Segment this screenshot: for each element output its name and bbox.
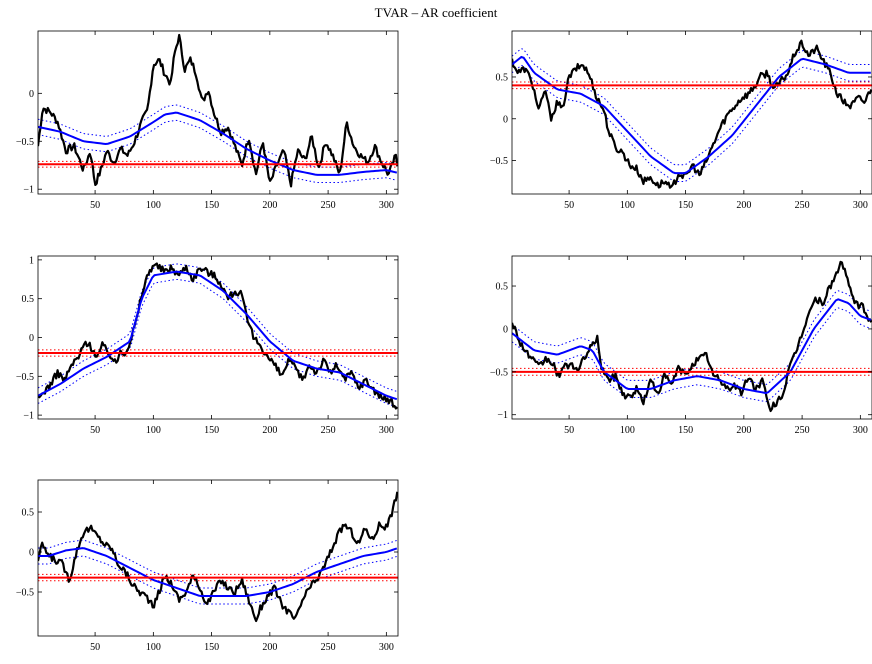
estimate-line <box>512 55 871 175</box>
estimate-line <box>512 298 872 395</box>
x-tick-label: 200 <box>736 425 751 436</box>
axes-box <box>37 479 399 637</box>
y-tick-label: −0.5 <box>16 137 34 148</box>
x-tick-label: 150 <box>678 425 693 436</box>
plot-area <box>38 33 398 188</box>
x-tick-label: 200 <box>262 642 277 653</box>
y-tick-label: 0.5 <box>22 508 35 519</box>
x-tick-label: 150 <box>204 642 219 653</box>
estimate-lower-band <box>38 119 397 183</box>
true-coefficient-line <box>38 262 398 410</box>
x-tick-label: 100 <box>620 200 635 211</box>
estimate-lower-band <box>512 64 871 182</box>
plot-area <box>38 491 398 623</box>
y-tick-label: 1 <box>29 255 34 266</box>
plot-area <box>512 260 872 413</box>
x-tick-label: 150 <box>678 200 693 211</box>
y-tick-label: −0.5 <box>16 588 34 599</box>
x-tick-label: 100 <box>146 425 161 436</box>
x-tick-label: 200 <box>262 425 277 436</box>
x-tick-label: 50 <box>564 200 574 211</box>
x-tick-label: 50 <box>564 425 574 436</box>
x-tick-label: 300 <box>379 425 394 436</box>
subplot-4: 50 100 150 200 250 300 −1 −0.5 0 0.5 <box>490 255 872 436</box>
estimate-lower-band <box>512 307 872 403</box>
true-coefficient-line <box>512 260 872 413</box>
x-tick-label: 200 <box>736 200 751 211</box>
x-tick-label: 300 <box>379 642 394 653</box>
y-tick-label: 0.5 <box>22 294 35 305</box>
figure-title: TVAR – AR coefficient <box>375 5 498 20</box>
axes-box <box>511 30 872 195</box>
estimate-lower-band <box>38 278 397 408</box>
x-tick-label: 300 <box>379 200 394 211</box>
subplot-3: 50 100 150 200 250 300 −1 −0.5 0 0.5 1 <box>16 255 399 436</box>
true-coefficient-line <box>38 491 398 623</box>
plot-area <box>512 39 872 189</box>
estimate-upper-band <box>512 290 872 385</box>
y-tick-label: 0.5 <box>496 72 509 83</box>
subplot-2: 50 100 150 200 250 300 −0.5 0 0.5 <box>490 30 872 211</box>
axes-box <box>37 30 399 195</box>
x-tick-label: 150 <box>204 200 219 211</box>
y-tick-label: −1 <box>23 411 34 422</box>
estimate-line <box>38 547 398 597</box>
y-tick-label: 0 <box>29 548 34 559</box>
x-tick-label: 250 <box>321 200 336 211</box>
x-tick-label: 300 <box>853 200 868 211</box>
subplot-5: 50 100 150 200 250 300 −0.5 0 0.5 <box>16 479 399 653</box>
true-coefficient-line <box>512 39 872 189</box>
y-tick-label: −1 <box>23 185 34 196</box>
y-tick-label: 0 <box>29 333 34 344</box>
x-tick-label: 250 <box>321 425 336 436</box>
x-tick-label: 300 <box>853 425 868 436</box>
axes-box <box>511 255 872 420</box>
y-tick-label: −0.5 <box>16 372 34 383</box>
x-tick-label: 50 <box>90 425 100 436</box>
x-tick-label: 200 <box>262 200 277 211</box>
x-tick-label: 250 <box>795 200 810 211</box>
y-tick-label: −0.5 <box>490 367 508 378</box>
estimate-upper-band <box>512 48 871 166</box>
x-tick-label: 100 <box>620 425 635 436</box>
y-tick-label: 0.5 <box>496 282 509 293</box>
y-tick-label: −0.5 <box>490 156 508 167</box>
estimate-line <box>38 270 398 401</box>
x-tick-label: 100 <box>146 200 161 211</box>
plot-area <box>38 262 398 410</box>
subplot-1: 50 100 150 200 250 300 −1 −0.5 0 <box>16 30 399 211</box>
x-tick-label: 250 <box>795 425 810 436</box>
y-tick-label: 0 <box>503 324 508 335</box>
y-tick-label: 0 <box>503 114 508 125</box>
true-coefficient-line <box>38 33 398 188</box>
x-tick-label: 50 <box>90 200 100 211</box>
estimate-line <box>38 111 398 176</box>
y-tick-label: 0 <box>29 89 34 100</box>
x-tick-label: 100 <box>146 642 161 653</box>
x-tick-label: 250 <box>321 642 336 653</box>
x-tick-label: 150 <box>204 425 219 436</box>
y-tick-label: −1 <box>497 410 508 421</box>
x-tick-label: 50 <box>90 642 100 653</box>
